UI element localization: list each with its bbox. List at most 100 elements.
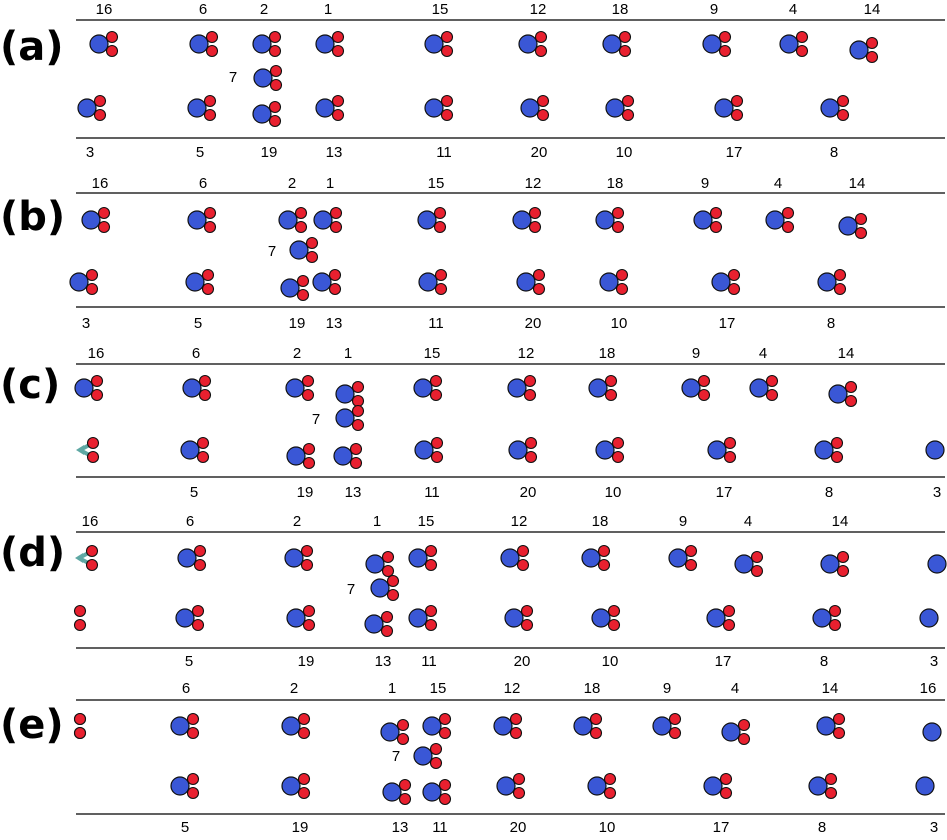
co2-molecule	[765, 206, 795, 234]
molecule-number-bottom: 20	[514, 653, 531, 670]
oxygen-atom	[844, 394, 858, 408]
molecule-number-bottom: 13	[345, 484, 362, 501]
oxygen-atom	[198, 374, 212, 388]
molecule-number-top: 12	[518, 345, 535, 362]
molecule-number-bottom: 8	[830, 144, 838, 161]
oxygen-atom	[396, 732, 410, 746]
carbon-atom	[516, 272, 536, 292]
carbon-atom	[335, 384, 355, 404]
panel-label: (d)	[0, 530, 65, 576]
oxygen-atom	[191, 604, 205, 618]
oxygen-atom	[302, 604, 316, 618]
oxygen-atom	[302, 618, 316, 632]
co2-molecule	[313, 206, 343, 234]
co2-molecule	[820, 94, 850, 122]
oxygen-atom	[854, 212, 868, 226]
oxygen-atom	[523, 388, 537, 402]
molecule-number-bottom: 5	[181, 819, 189, 836]
carbon-atom	[74, 378, 94, 398]
molecule-number-top: 4	[731, 680, 739, 697]
oxygen-atom	[300, 558, 314, 572]
carbon-atom	[849, 40, 869, 60]
molecule-number-bottom: 11	[432, 819, 448, 836]
co2-molecule	[595, 436, 625, 464]
co2-molecule	[418, 268, 448, 296]
panel-label: (a)	[0, 24, 64, 70]
oxygen-atom	[528, 220, 542, 234]
oxygen-atom	[523, 374, 537, 388]
oxygen-atom	[824, 772, 838, 786]
carbon-atom	[364, 614, 384, 634]
carbon-atom	[734, 554, 754, 574]
oxygen-atom	[718, 44, 732, 58]
molecule-number-top: 16	[96, 1, 113, 18]
co2-molecule	[599, 268, 629, 296]
oxygen-atom	[434, 268, 448, 282]
oxygen-atom	[536, 108, 550, 122]
co2-molecule	[496, 772, 526, 800]
co2-molecule	[73, 604, 87, 632]
co2-molecule	[335, 380, 365, 408]
oxygen-atom	[294, 206, 308, 220]
oxygen-atom	[719, 772, 733, 786]
oxygen-atom	[73, 712, 87, 726]
co2-molecule	[573, 712, 603, 740]
carbon-atom	[820, 554, 840, 574]
oxygen-atom	[836, 108, 850, 122]
oxygen-atom	[621, 108, 635, 122]
carbon-atom	[681, 378, 701, 398]
co2-molecule	[922, 722, 942, 742]
oxygen-atom	[509, 712, 523, 726]
co2-molecule	[335, 404, 365, 432]
carbon-atom	[182, 378, 202, 398]
co2-molecule	[779, 30, 809, 58]
molecule-number-top: 2	[288, 175, 296, 192]
molecule-number-top: 15	[432, 1, 449, 18]
carbon-atom	[808, 776, 828, 796]
oxygen-atom	[398, 792, 412, 806]
oxygen-atom	[854, 226, 868, 240]
carbon-atom	[422, 782, 442, 802]
carbon-atom	[333, 446, 353, 466]
oxygen-atom	[512, 786, 526, 800]
oxygen-atom	[528, 206, 542, 220]
carbon-atom	[284, 548, 304, 568]
molecule-number-bottom: 11	[436, 144, 452, 161]
oxygen-atom	[684, 544, 698, 558]
oxygen-atom	[268, 100, 282, 114]
carbon-atom	[512, 210, 532, 230]
oxygen-atom	[607, 604, 621, 618]
carbon-atom	[418, 272, 438, 292]
molecule-number-bottom: 20	[531, 144, 548, 161]
co2-molecule	[714, 94, 744, 122]
carbon-atom	[280, 278, 300, 298]
carbon-atom	[252, 34, 272, 54]
co2-molecule	[693, 206, 723, 234]
molecule-number-bottom: 5	[190, 484, 198, 501]
carbon-atom	[286, 608, 306, 628]
oxygen-atom	[398, 778, 412, 792]
molecule-number-bottom: 8	[820, 653, 828, 670]
carbon-atom	[765, 210, 785, 230]
co2-molecule	[315, 94, 345, 122]
co2-molecule	[605, 94, 635, 122]
oxygen-atom	[737, 718, 751, 732]
carbon-atom	[253, 68, 273, 88]
co2-molecule	[365, 550, 395, 578]
oxygen-atom	[604, 388, 618, 402]
carbon-atom	[413, 378, 433, 398]
carbon-atom	[170, 776, 190, 796]
molecule-number-top: 2	[260, 1, 268, 18]
carbon-atom	[595, 210, 615, 230]
oxygen-atom	[709, 206, 723, 220]
panel-label: (e)	[0, 702, 64, 748]
molecule-number-bottom: 5	[196, 144, 204, 161]
carbon-atom	[779, 34, 799, 54]
carbon-atom	[703, 776, 723, 796]
oxygen-atom	[297, 786, 311, 800]
oxygen-atom	[297, 772, 311, 786]
oxygen-atom	[828, 618, 842, 632]
carbon-atom	[581, 548, 601, 568]
carbon-atom	[504, 608, 524, 628]
